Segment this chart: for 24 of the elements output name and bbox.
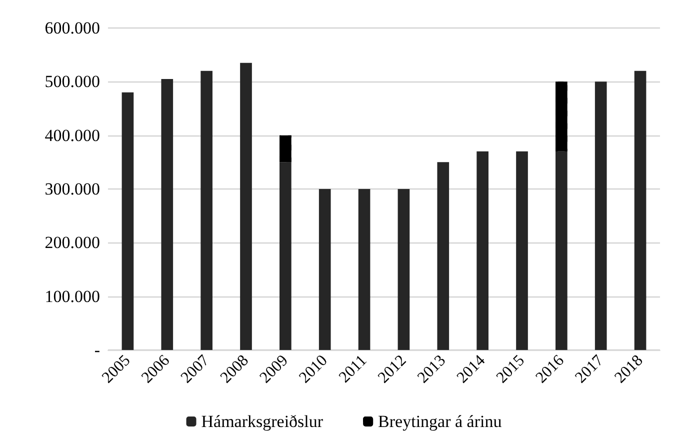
- bar: [318, 189, 331, 350]
- y-tick-label: -: [94, 340, 100, 360]
- bar: [358, 189, 370, 350]
- y-tick-label: 500.000: [44, 72, 100, 92]
- x-tick-label: 2011: [336, 352, 370, 386]
- bar: [200, 70, 212, 350]
- y-tick-label: 100.000: [44, 286, 100, 306]
- bar: [280, 162, 292, 350]
- y-tick-label: 600.000: [44, 18, 100, 38]
- y-tick-label: 400.000: [44, 126, 100, 145]
- bar: [476, 151, 488, 350]
- bar: [161, 78, 174, 350]
- bar: [516, 151, 528, 350]
- bar: [437, 162, 450, 350]
- bar: [594, 82, 607, 350]
- y-tick-label: 200.000: [44, 233, 100, 252]
- bar: [398, 189, 410, 350]
- bar: [122, 92, 134, 350]
- y-tick-label: 300.000: [44, 180, 100, 198]
- bar: [556, 151, 568, 350]
- bar: [634, 70, 646, 350]
- bar: [240, 62, 252, 350]
- legend-label: Breytingar á árinu: [378, 412, 502, 431]
- legend-label: Hámarksgreiðslur: [201, 412, 324, 431]
